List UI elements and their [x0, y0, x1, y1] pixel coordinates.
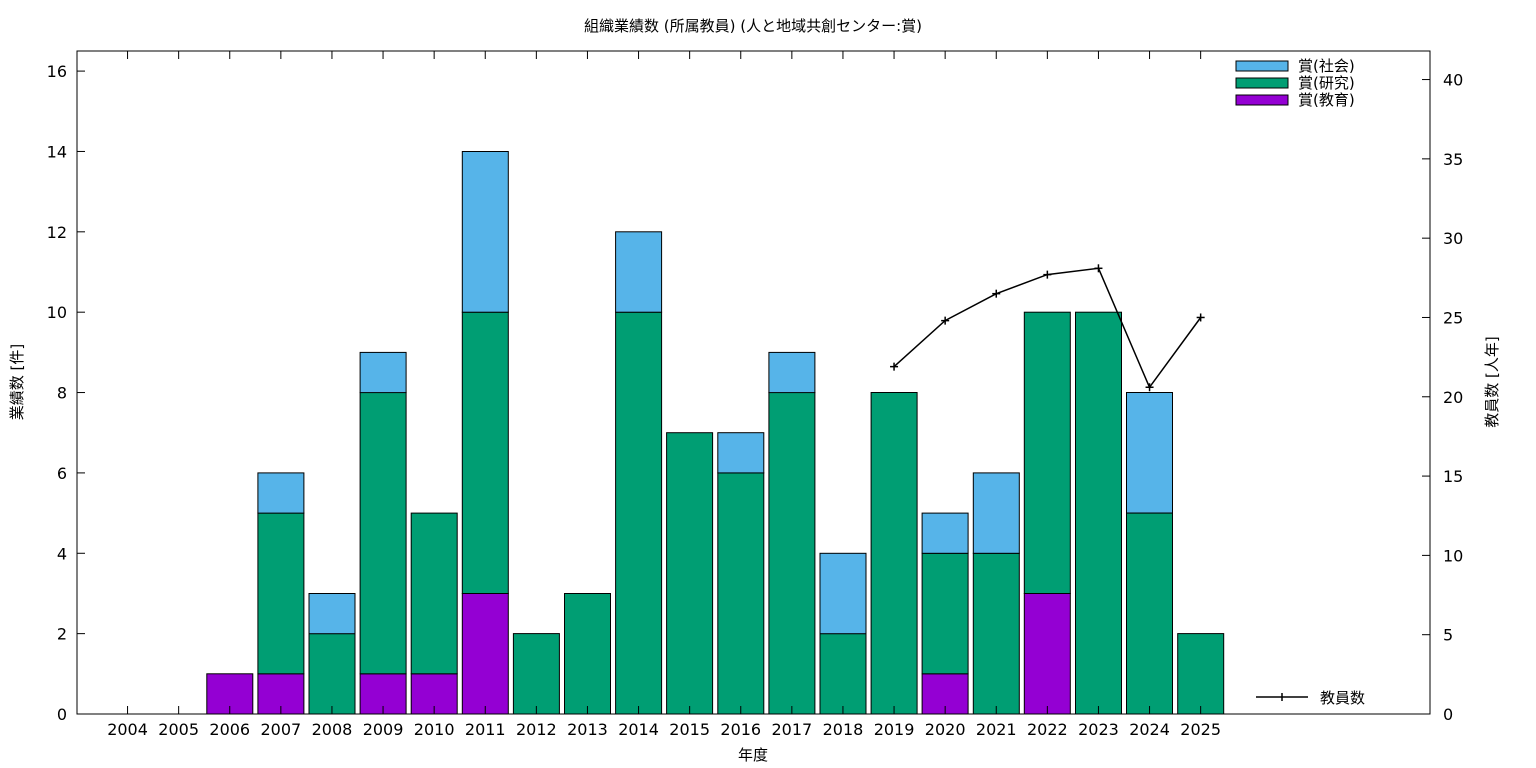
x-tick-label: 2013 — [567, 720, 608, 739]
bar-2021-series-2 — [972, 472, 1020, 554]
x-tick-label: 2018 — [823, 720, 864, 739]
x-axis-label: 年度 — [738, 746, 768, 764]
y-tick-label: 14 — [47, 142, 67, 161]
teacher-count-line — [890, 264, 1205, 392]
teacher-count-point-2022 — [1043, 270, 1052, 279]
x-tick-label: 2019 — [874, 720, 915, 739]
legend-swatch — [1235, 77, 1289, 89]
bar-2009-series-2 — [359, 351, 407, 394]
y-tick-label: 10 — [47, 303, 67, 322]
legend-label: 賞(教育) — [1298, 91, 1355, 109]
x-tick-label: 2004 — [107, 720, 148, 739]
bar-2023-series-1 — [1075, 311, 1122, 715]
bar-2008-series-2 — [308, 593, 356, 635]
teacher-count-point-2024 — [1145, 383, 1154, 392]
bar-2017-series-1 — [768, 392, 816, 715]
bar-2020-series-1 — [921, 552, 969, 675]
bar-2019-series-1 — [870, 392, 918, 715]
bar-2022-series-1 — [1023, 311, 1071, 594]
bar-2008-series-1 — [308, 633, 356, 715]
x-tick-label: 2005 — [158, 720, 199, 739]
y-tick-label: 16 — [47, 62, 67, 81]
bar-2014-series-2 — [615, 231, 663, 313]
x-tick-label: 2012 — [516, 720, 557, 739]
x-tick-label: 2025 — [1180, 720, 1221, 739]
x-tick-label: 2006 — [209, 720, 250, 739]
bars — [206, 151, 1225, 715]
y2-tick-label: 0 — [1443, 705, 1453, 724]
teacher-count-point-2023 — [1094, 264, 1103, 273]
y2-axis-label: 教員数 [人年] — [1483, 336, 1501, 427]
x-tick-label: 2023 — [1078, 720, 1119, 739]
legend-label: 賞(社会) — [1298, 57, 1355, 75]
y2-tick-label: 10 — [1443, 546, 1463, 565]
x-tick-label: 2016 — [720, 720, 761, 739]
x-tick-label: 2022 — [1027, 720, 1068, 739]
teacher-count-point-2025 — [1196, 313, 1205, 322]
bar-2022-series-0 — [1023, 593, 1071, 715]
plot-frame — [76, 50, 1431, 715]
x-tick-label: 2011 — [465, 720, 506, 739]
legend-swatch — [1235, 60, 1289, 72]
bar-2025-series-1 — [1177, 633, 1225, 715]
bar-2012-series-1 — [512, 633, 560, 715]
x-tick-label: 2024 — [1129, 720, 1170, 739]
x-tick-label: 2017 — [771, 720, 812, 739]
bar-2016-series-2 — [717, 432, 765, 474]
teacher-count-point-2021 — [992, 289, 1001, 298]
bar-2010-series-1 — [410, 512, 458, 675]
x-tick-label: 2008 — [312, 720, 353, 739]
legend-swatch — [1235, 94, 1289, 106]
bar-2011-series-0 — [461, 593, 509, 715]
y2-tick-label: 35 — [1443, 150, 1463, 169]
y2-tick-label: 40 — [1443, 71, 1463, 90]
legend-label: 賞(研究) — [1298, 74, 1355, 92]
bar-2013-series-1 — [564, 593, 611, 715]
x-tick-label: 2007 — [260, 720, 301, 739]
bar-2009-series-1 — [359, 392, 407, 675]
bar-2007-series-1 — [257, 512, 305, 675]
x-tick-label: 2014 — [618, 720, 659, 739]
x-tick-label: 2010 — [414, 720, 455, 739]
y2-tick-label: 5 — [1443, 626, 1453, 645]
bar-2007-series-2 — [257, 472, 305, 514]
bar-2018-series-1 — [819, 633, 867, 715]
legend: 賞(社会)賞(研究)賞(教育) 教員数 — [1235, 57, 1365, 707]
y-tick-label: 12 — [47, 223, 67, 242]
bar-2024-series-2 — [1126, 392, 1173, 514]
x-tick-label: 2009 — [363, 720, 404, 739]
bar-2020-series-2 — [921, 512, 969, 554]
y-axis-label: 業績数 [件] — [8, 344, 26, 420]
y2-tick-label: 20 — [1443, 388, 1463, 407]
y2-tick-label: 25 — [1443, 308, 1463, 327]
bar-2017-series-2 — [768, 351, 816, 394]
teacher-count-point-2020 — [941, 316, 950, 325]
bar-2011-series-2 — [461, 151, 509, 313]
bar-2014-series-1 — [615, 311, 663, 715]
y2-tick-label: 15 — [1443, 467, 1463, 486]
bar-2024-series-1 — [1126, 512, 1173, 715]
y2-tick-label: 30 — [1443, 229, 1463, 248]
y-tick-label: 2 — [57, 625, 67, 644]
bar-2015-series-1 — [666, 432, 714, 715]
y-tick-label: 6 — [57, 464, 67, 483]
bar-2018-series-2 — [819, 552, 867, 635]
x-tick-label: 2021 — [976, 720, 1017, 739]
bar-2011-series-1 — [461, 311, 509, 594]
bar-2016-series-1 — [717, 472, 765, 715]
teacher-count-point-2019 — [890, 362, 899, 371]
y-tick-label: 8 — [57, 384, 67, 403]
chart-title: 組織業績数 (所属教員) (人と地域共創センター:賞) — [584, 17, 922, 35]
y-tick-label: 0 — [57, 705, 67, 724]
x-tick-label: 2015 — [669, 720, 710, 739]
bar-2021-series-1 — [972, 552, 1020, 715]
x-tick-label: 2020 — [925, 720, 966, 739]
legend-label: 教員数 — [1320, 689, 1365, 707]
y-tick-label: 4 — [57, 544, 67, 563]
